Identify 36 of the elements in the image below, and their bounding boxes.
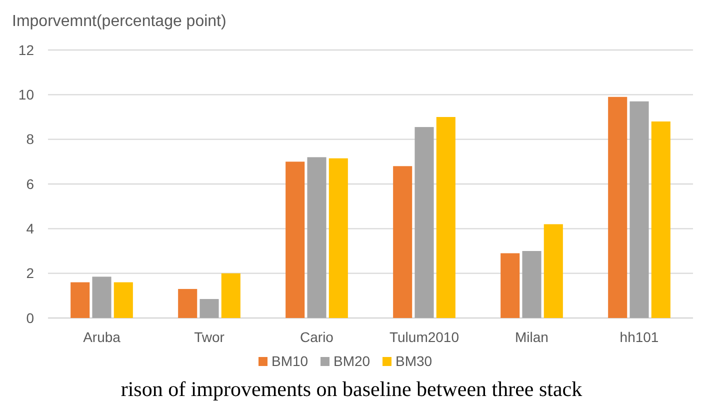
x-tick-label: Tulum2010 — [389, 329, 460, 345]
x-tick-label: Aruba — [83, 329, 121, 345]
bar — [328, 158, 348, 318]
bar — [414, 127, 434, 318]
text: rison of improvements on baseline between three stack — [120, 377, 583, 401]
bar — [630, 101, 649, 318]
bar — [522, 251, 542, 318]
bar — [70, 282, 90, 318]
bar — [114, 282, 133, 318]
x-tick-label: Cario — [300, 329, 334, 345]
bar — [500, 253, 520, 318]
y-tick-label: 10 — [18, 86, 34, 103]
legend-label: BM20 — [334, 353, 370, 369]
bar — [286, 162, 305, 318]
x-tick-label: Twor — [194, 329, 225, 345]
y-tick-label: 8 — [26, 131, 34, 148]
bar — [92, 276, 112, 318]
y-tick-label: 4 — [26, 220, 34, 237]
y-tick-label: 12 — [18, 42, 34, 58]
legend-label: BM10 — [272, 353, 308, 369]
bar — [608, 96, 628, 318]
y-tick-label: 2 — [26, 265, 34, 282]
bar — [393, 166, 412, 318]
bar — [651, 121, 670, 318]
bar — [307, 157, 326, 318]
bar — [178, 288, 198, 318]
legend-label: BM30 — [396, 353, 432, 369]
bar — [544, 224, 563, 318]
x-tick-label: Milan — [515, 329, 548, 345]
bar — [200, 299, 219, 318]
bar — [221, 273, 240, 318]
y-tick-label: 6 — [26, 176, 34, 192]
y-tick-label: 0 — [26, 310, 34, 326]
y-axis-title: Imporvemnt(percentage point) — [12, 13, 226, 30]
bar — [436, 117, 456, 318]
x-tick-label: hh101 — [620, 329, 659, 345]
